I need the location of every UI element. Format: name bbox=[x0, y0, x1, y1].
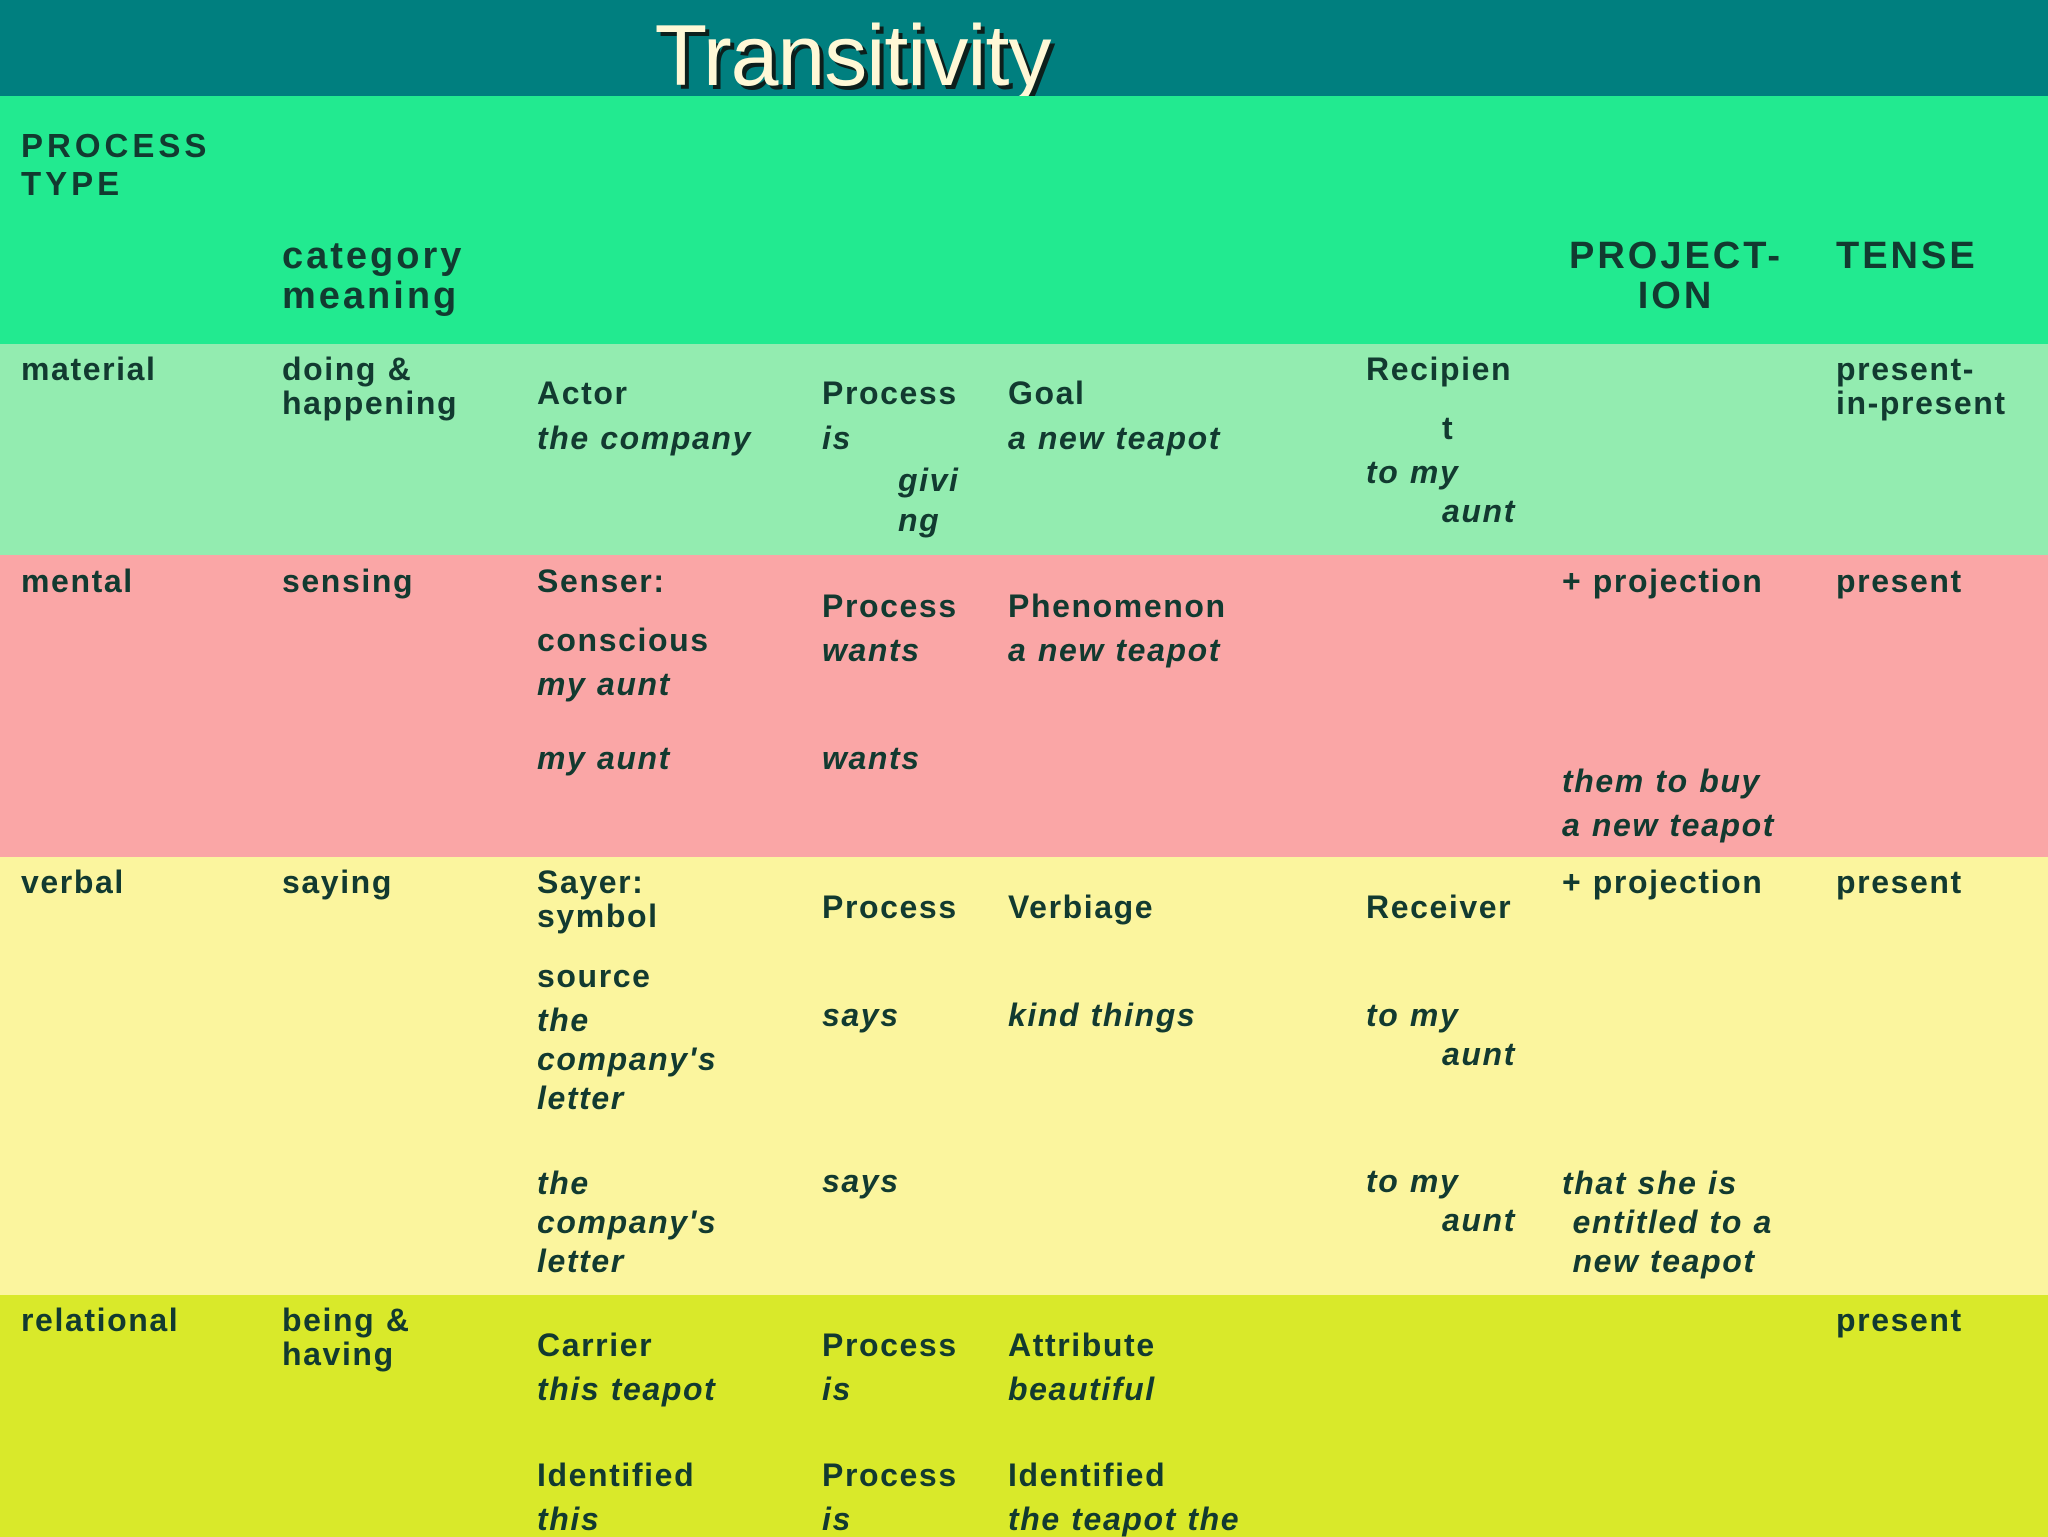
material-process-example-2: givi ng bbox=[898, 462, 960, 538]
mental-type: mental bbox=[21, 563, 134, 599]
material-actor-example: the company bbox=[537, 420, 752, 456]
header-projection: PROJECT- ION bbox=[1568, 235, 1784, 317]
verbal-process-label: Process bbox=[822, 889, 958, 925]
material-band bbox=[0, 344, 2048, 555]
relational-identified-label: Identified bbox=[537, 1457, 696, 1493]
material-tense: present- in-present bbox=[1836, 351, 2007, 421]
material-actor-label: Actor bbox=[537, 375, 629, 411]
relational-identifier-label: Identified bbox=[1008, 1457, 1167, 1493]
relational-type: relational bbox=[21, 1302, 180, 1338]
verbal-projection-example: that she is entitled to a new teapot bbox=[1562, 1165, 1773, 1279]
material-recipient-example-2: aunt bbox=[1442, 493, 1516, 529]
relational-attribute-example: beautiful bbox=[1008, 1371, 1156, 1407]
mental-projection-example: them to buy a new teapot bbox=[1562, 763, 1776, 843]
verbal-sayer-example-1: the company's letter bbox=[537, 1002, 718, 1116]
verbal-sayer-label: Sayer: symbol bbox=[537, 864, 659, 934]
verbal-type: verbal bbox=[21, 864, 125, 900]
mental-phenomenon-example: a new teapot bbox=[1008, 632, 1222, 668]
material-recipient-label: Recipien bbox=[1366, 351, 1513, 387]
material-type: material bbox=[21, 351, 157, 387]
verbal-receiver-example-2b: aunt bbox=[1442, 1202, 1516, 1238]
header-process-type: PROCESS TYPE bbox=[21, 127, 211, 202]
verbal-receiver-example-1b: aunt bbox=[1442, 1036, 1516, 1072]
header-band bbox=[0, 96, 2048, 344]
verbal-receiver-example-1a: to my bbox=[1366, 997, 1460, 1033]
header-category-meaning: category meaning bbox=[282, 235, 465, 317]
mental-senser-label: Senser: bbox=[537, 563, 666, 599]
mental-senser-example-1: my aunt bbox=[537, 666, 671, 702]
relational-meaning: being & having bbox=[282, 1302, 411, 1372]
material-meaning: doing & happening bbox=[282, 351, 459, 421]
mental-senser-sublabel: conscious bbox=[537, 622, 710, 658]
mental-senser-example-2: my aunt bbox=[537, 740, 671, 776]
slide-title: Transitivity bbox=[654, 8, 1052, 104]
relational-process-example-2: is bbox=[822, 1501, 852, 1537]
material-recipient-label-cont: t bbox=[1442, 410, 1455, 446]
relational-band bbox=[0, 1295, 2048, 1536]
material-goal-example: a new teapot bbox=[1008, 420, 1222, 456]
verbal-tense: present bbox=[1836, 864, 1963, 900]
verbal-sayer-example-2: the company's letter bbox=[537, 1165, 718, 1279]
relational-attribute-label: Attribute bbox=[1008, 1327, 1156, 1363]
material-process-label: Process bbox=[822, 375, 958, 411]
mental-process-example-2: wants bbox=[822, 740, 921, 776]
verbal-projection-label: + projection bbox=[1562, 864, 1764, 900]
verbal-process-example-2: says bbox=[822, 1163, 900, 1199]
mental-band bbox=[0, 555, 2048, 857]
verbal-sayer-sublabel: source bbox=[537, 958, 652, 994]
material-recipient-example-1: to my bbox=[1366, 454, 1460, 490]
verbal-meaning: saying bbox=[282, 864, 393, 900]
header-tense: TENSE bbox=[1836, 235, 1978, 277]
relational-identifier-example: the teapot the bbox=[1008, 1501, 1241, 1537]
verbal-band bbox=[0, 857, 2048, 1295]
mental-tense: present bbox=[1836, 563, 1963, 599]
verbal-receiver-example-2a: to my bbox=[1366, 1163, 1460, 1199]
mental-process-example-1: wants bbox=[822, 632, 921, 668]
relational-process-example-1: is bbox=[822, 1371, 852, 1407]
mental-phenomenon-label: Phenomenon bbox=[1008, 588, 1227, 624]
relational-process-label-1: Process bbox=[822, 1327, 958, 1363]
relational-process-label-2: Process bbox=[822, 1457, 958, 1493]
verbal-receiver-label: Receiver bbox=[1366, 889, 1513, 925]
relational-carrier-label: Carrier bbox=[537, 1327, 654, 1363]
verbal-process-example-1: says bbox=[822, 997, 900, 1033]
mental-process-label: Process bbox=[822, 588, 958, 624]
relational-carrier-example: this teapot bbox=[537, 1371, 717, 1407]
verbal-verbiage-label: Verbiage bbox=[1008, 889, 1155, 925]
material-process-example-1: is bbox=[822, 420, 852, 456]
relational-identified-example: this bbox=[537, 1501, 601, 1537]
mental-projection-label: + projection bbox=[1562, 563, 1764, 599]
material-goal-label: Goal bbox=[1008, 375, 1086, 411]
relational-tense: present bbox=[1836, 1302, 1963, 1338]
mental-meaning: sensing bbox=[282, 563, 415, 599]
verbal-verbiage-example: kind things bbox=[1008, 997, 1197, 1033]
title-bar bbox=[0, 0, 2048, 96]
